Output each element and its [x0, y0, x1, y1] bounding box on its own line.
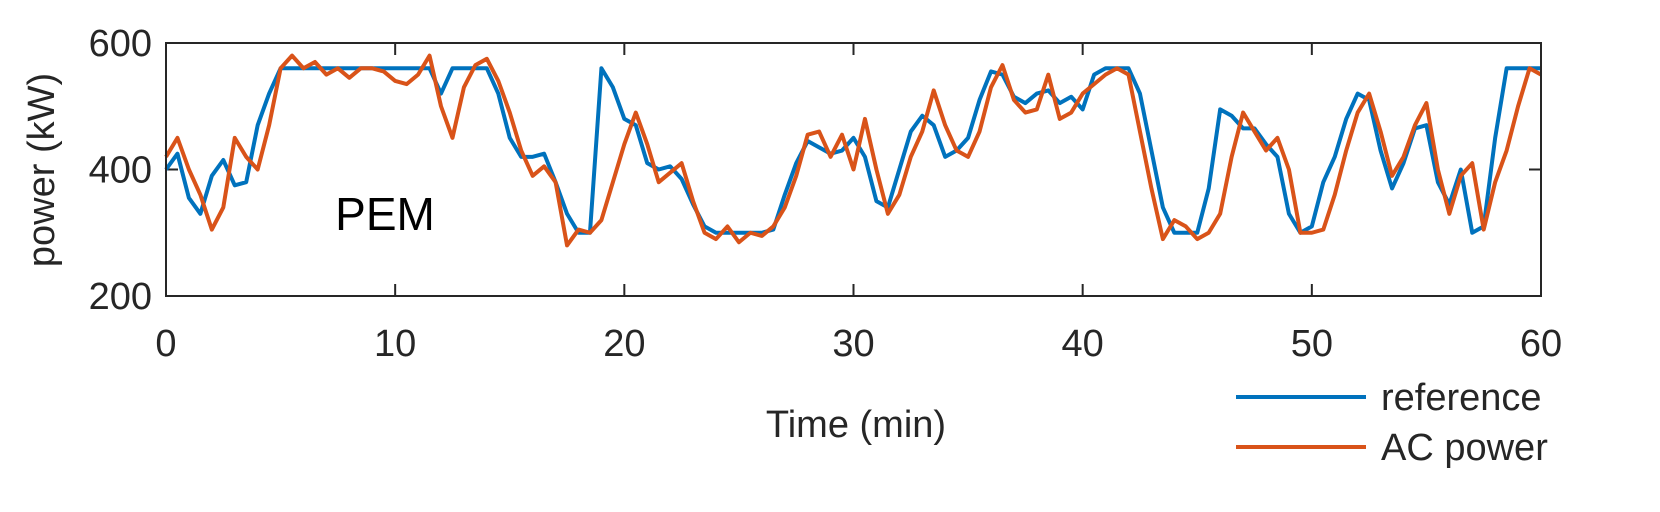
data-line	[164, 66, 1541, 235]
y-tick-label: 200	[89, 276, 152, 318]
x-tick-label: 40	[1062, 323, 1104, 365]
x-tick-label: 60	[1520, 323, 1562, 365]
x-tick-label: 0	[155, 323, 176, 365]
x-axis-label: Time (min)	[766, 404, 946, 446]
x-tick-label: 10	[374, 323, 416, 365]
legend-label: reference	[1381, 377, 1542, 419]
annotation: PEM	[335, 188, 435, 240]
data-line	[164, 53, 1542, 248]
x-tick-label: 50	[1291, 323, 1333, 365]
legend-label: AC power	[1381, 427, 1548, 469]
y-axis-label: power (kW)	[21, 73, 63, 267]
y-tick-label: 600	[89, 23, 152, 65]
x-tick-label: 20	[603, 323, 645, 365]
plot-frame	[165, 42, 1542, 297]
x-tick-label: 30	[832, 323, 874, 365]
y-tick-label: 400	[89, 150, 152, 192]
